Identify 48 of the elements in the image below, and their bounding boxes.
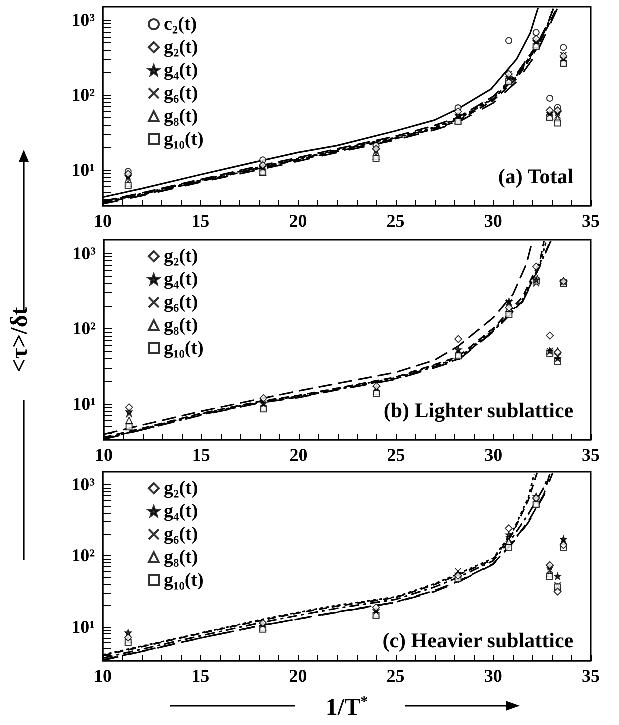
legend-label: g₄(t)	[164, 501, 198, 522]
x-tick-label: 20	[289, 666, 308, 686]
x-tick-label: 30	[484, 666, 502, 686]
text: (b) Lighter sublattice	[384, 398, 574, 422]
text: (c) Heavier sublattice	[382, 628, 574, 652]
x-tick-label: 20	[290, 445, 308, 465]
x-tick-label: 15	[192, 445, 210, 465]
y-tick-label: 10²	[72, 85, 95, 106]
legend-label: g₈(t)	[164, 315, 198, 336]
y-tick-label: 10¹	[72, 394, 96, 414]
x-tick-label: 30	[484, 445, 503, 465]
x-tick-label: 25	[387, 445, 406, 465]
x-tick-label: 15	[192, 211, 210, 231]
text: (a) Total	[498, 164, 574, 188]
x-tick-label: 20	[289, 211, 308, 231]
legend-label: g₆(t)	[164, 292, 198, 313]
legend-label: c₂(t)	[164, 14, 198, 35]
legend-label: g₂(t)	[164, 478, 198, 499]
legend-label: g₄(t)	[164, 60, 198, 81]
legend-label: g₁₀(t)	[164, 570, 204, 591]
x-tick-label: 10	[95, 445, 113, 465]
x-tick-label: 10	[94, 666, 112, 686]
legend-label: g₁₀(t)	[164, 129, 204, 150]
x-tick-label: 25	[386, 211, 405, 231]
legend-label: g₆(t)	[164, 83, 198, 104]
x-axis-title: 1/T*	[326, 694, 368, 721]
x-tick-label: 15	[192, 666, 210, 686]
legend-label: g₈(t)	[164, 547, 198, 568]
legend-label: g₄(t)	[164, 269, 198, 290]
legend-label: g₆(t)	[164, 524, 198, 545]
legend-label: g₂(t)	[164, 246, 198, 267]
x-tick-label: 30	[484, 211, 502, 231]
legend-label: g₈(t)	[164, 106, 198, 127]
legend-label: g₂(t)	[164, 37, 198, 58]
x-tick-label: 25	[386, 666, 405, 686]
y-tick-label: 10³	[72, 10, 96, 30]
y-tick-label: 10²	[72, 546, 95, 566]
x-tick-label: 35	[582, 666, 600, 686]
y-tick-label: 10¹	[72, 160, 95, 180]
y-tick-label: 10³	[72, 243, 97, 264]
x-tick-label: 35	[582, 445, 600, 465]
y-tick-label: 10³	[72, 474, 96, 495]
x-tick-label: 10	[94, 211, 112, 231]
x-tick-label: 35	[582, 211, 600, 231]
legend-label: g₁₀(t)	[164, 338, 204, 359]
y-tick-label: 10¹	[72, 616, 95, 637]
y-tick-label: 10²	[72, 318, 96, 339]
y-axis-title: <τ>/δt	[7, 307, 33, 373]
